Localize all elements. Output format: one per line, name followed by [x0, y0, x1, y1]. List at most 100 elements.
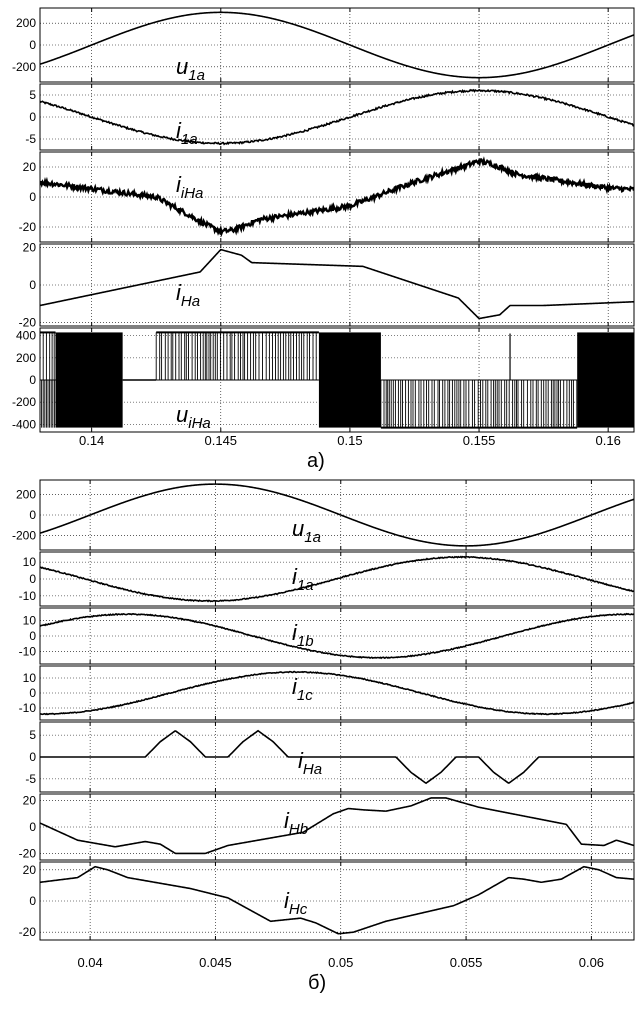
trace-label-main: i	[298, 748, 304, 773]
y-tick-label: 0	[29, 278, 36, 292]
x-tick-label: 0.145	[205, 433, 238, 448]
y-tick-label: -10	[19, 701, 37, 715]
series-line	[40, 88, 634, 146]
plot-area	[40, 555, 634, 603]
y-tick-label: 5	[29, 88, 36, 102]
x-tick-label: 0.14	[79, 433, 104, 448]
trace-label-sub: Ha	[303, 761, 322, 778]
pwm-pulses	[39, 380, 55, 428]
trace-label: u1a	[176, 54, 205, 84]
trace-label: u1a	[292, 516, 321, 546]
pwm-block	[577, 332, 634, 428]
panel-a-5: 400 200 0 -200 -400 uiHa	[12, 327, 635, 433]
y-tick-label: 10	[23, 671, 37, 685]
x-tick-label: 0.16	[596, 433, 621, 448]
y-tick-label: 20	[23, 241, 37, 255]
trace-label: i1a	[292, 564, 314, 594]
series-line	[40, 248, 634, 320]
y-tick-label: 400	[16, 329, 36, 343]
trace-label-sub: 1a	[181, 131, 198, 148]
y-tick-label: 20	[23, 160, 37, 174]
y-tick-label: 0	[29, 894, 36, 908]
trace-label-main: u	[176, 54, 188, 79]
y-tick-label: -10	[19, 645, 37, 659]
y-tick-label: -20	[19, 846, 37, 860]
series-line	[40, 865, 634, 935]
plot-area	[40, 729, 634, 785]
y-tick-label: 0	[29, 38, 36, 52]
trace-label-sub: Hc	[289, 901, 308, 918]
trace-label-main: i	[284, 888, 290, 913]
trace-label: i1b	[292, 620, 314, 650]
y-tick-label: 20	[23, 794, 37, 808]
panel-b-4: 100-10 i1c	[19, 665, 635, 721]
trace-label-main: u	[176, 402, 188, 427]
plot-area	[40, 331, 634, 429]
panel-a-4: 20 0 -20 iHa	[19, 241, 635, 329]
trace-label-sub: 1a	[304, 529, 321, 546]
trace-label-main: i	[292, 674, 298, 699]
x-tick-label: 0.155	[463, 433, 496, 448]
y-tick-label: 0	[29, 110, 36, 124]
y-tick-label: -5	[25, 132, 36, 146]
x-tick-label: 0.055	[450, 955, 483, 970]
y-tick-label: -5	[25, 772, 36, 786]
y-tick-label: 200	[16, 351, 36, 365]
y-tick-label: -200	[12, 395, 36, 409]
y-tick-label: 5	[29, 728, 36, 742]
pwm-block	[318, 332, 381, 428]
plot-area	[40, 248, 634, 320]
x-tick-label: 0.05	[328, 955, 353, 970]
y-tick-label: 200	[16, 16, 36, 30]
trace-label: i1c	[292, 674, 313, 704]
panel-a-1: 200 0 -200 u1a	[12, 7, 635, 84]
y-tick-label: -400	[12, 417, 36, 431]
trace-label-sub: iHa	[188, 415, 211, 432]
trace-label-main: i	[292, 620, 298, 645]
series-line	[40, 156, 634, 238]
y-tick-label: -20	[19, 925, 37, 939]
trace-label-sub: 1a	[188, 67, 205, 84]
y-tick-label: -200	[12, 60, 36, 74]
plot-area	[40, 865, 634, 935]
series-line	[40, 670, 634, 716]
y-tick-label: 10	[23, 555, 37, 569]
series-line	[40, 11, 634, 79]
trace-label-sub: Ha	[181, 293, 200, 310]
plot-area	[40, 483, 634, 547]
panel-b-3: 10 0 -10 i1b	[19, 607, 635, 665]
series-line	[40, 729, 634, 785]
pwm-pulses	[155, 332, 317, 380]
y-tick-label: 10	[23, 613, 37, 627]
y-tick-label: -20	[19, 315, 37, 329]
trace-label-main: u	[292, 516, 304, 541]
series-line	[40, 555, 634, 603]
trace-label: iHa	[176, 280, 200, 310]
panel-b-1: 200 0 -200 u1a	[12, 479, 635, 551]
x-tick-label: 0.045	[199, 955, 232, 970]
trace-label: uiHa	[176, 402, 211, 432]
y-tick-label: 200	[16, 487, 36, 501]
trace-label: iiHa	[176, 172, 203, 202]
panel-a-3: 20 0 -20 iiHa	[19, 151, 635, 243]
panel-a-2: 5 0 -5 i1a	[25, 83, 635, 151]
y-tick-label: -10	[19, 589, 37, 603]
plot-area	[40, 797, 634, 855]
panel-b-2: 10 0 -10 i1a	[19, 551, 635, 607]
trace-label-sub: 1b	[297, 633, 314, 650]
trace-label-sub: 1a	[297, 577, 314, 594]
trace-label-main: i	[176, 118, 182, 143]
trace-label-main: i	[292, 564, 298, 589]
plot-area	[40, 156, 634, 238]
trace-label: iHa	[298, 748, 322, 778]
pwm-pulses	[380, 380, 578, 428]
y-tick-label: 0	[29, 373, 36, 387]
y-tick-label: -200	[12, 529, 36, 543]
y-tick-label: 20	[23, 863, 37, 877]
y-tick-label: 0	[29, 572, 36, 586]
y-tick-label: 0	[29, 820, 36, 834]
plot-area	[40, 670, 634, 716]
caption-a: а)	[307, 450, 325, 472]
y-tick-label: 0	[29, 190, 36, 204]
